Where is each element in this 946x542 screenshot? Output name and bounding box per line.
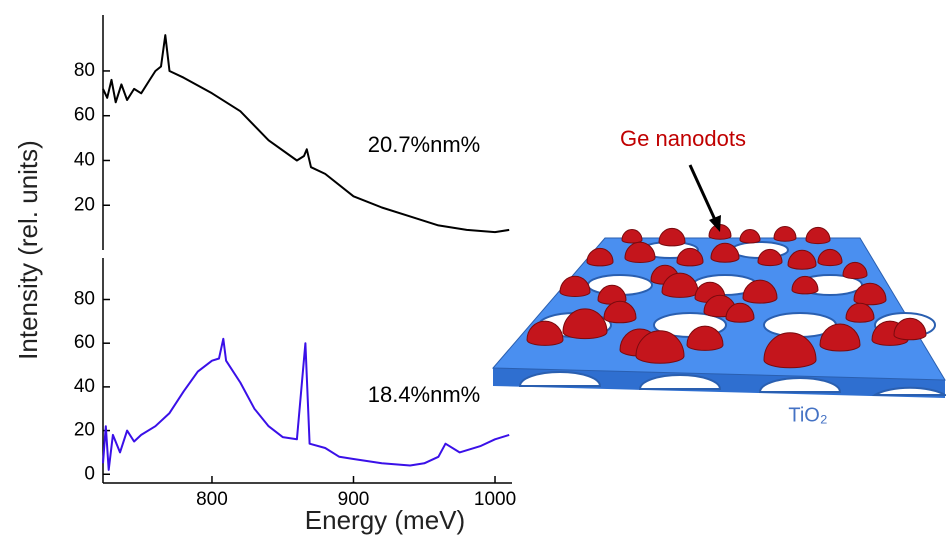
- nanodot: [845, 302, 875, 323]
- y-tick-label: 60: [74, 332, 95, 353]
- y-tick-label: 20: [74, 420, 95, 441]
- substrate-label: TiO₂: [788, 404, 827, 426]
- nanodot: [686, 325, 724, 351]
- nanodot: [817, 248, 843, 267]
- y-tick-label: 0: [84, 463, 95, 484]
- y-tick-label: 20: [74, 194, 95, 215]
- y-axis-label: Intensity (rel. units): [13, 140, 43, 360]
- nanodot: [773, 226, 797, 242]
- x-tick-label: 800: [196, 489, 228, 510]
- nanodot: [710, 242, 740, 263]
- x-axis-label: Energy (meV): [305, 505, 465, 535]
- spectrum-line: [102, 34, 510, 234]
- arrow-head: [709, 215, 721, 232]
- x-tick-label: 1000: [474, 489, 516, 510]
- nanodot: [635, 330, 685, 364]
- nanodot: [526, 320, 564, 346]
- nanodot: [742, 279, 778, 304]
- spectrum-line: [102, 337, 510, 471]
- y-tick-label: 40: [74, 376, 95, 397]
- nanodot: [842, 261, 868, 280]
- nanodot: [562, 308, 608, 340]
- nanodot-diagram: Ge nanodots TiO₂: [491, 126, 946, 426]
- y-tick-label: 40: [74, 149, 95, 170]
- nanodot: [624, 241, 656, 263]
- arrow: [688, 164, 718, 223]
- nanodots: [526, 224, 927, 369]
- annotation: 18.4%nm%: [368, 382, 481, 407]
- y-tick-label: 80: [74, 289, 95, 310]
- nanodot: [621, 229, 643, 244]
- nanodot: [739, 229, 761, 244]
- dots-label: Ge nanodots: [620, 126, 746, 151]
- y-tick-label: 80: [74, 60, 95, 81]
- nanodot: [725, 302, 755, 323]
- nanodot: [791, 275, 819, 295]
- nanodot: [597, 284, 627, 305]
- nanodot: [763, 332, 817, 369]
- annotation: 20.7%nm%: [368, 132, 481, 157]
- nanodot: [893, 317, 927, 341]
- nanodot: [658, 227, 686, 247]
- y-tick-label: 60: [74, 105, 95, 126]
- nanodot: [819, 323, 861, 352]
- nanodot: [805, 226, 831, 245]
- nanodot: [586, 247, 614, 267]
- nanodot: [787, 249, 817, 270]
- nanodot: [603, 300, 637, 324]
- nanodot: [757, 248, 783, 267]
- nanodot: [559, 275, 591, 297]
- x-tick-label: 900: [338, 489, 370, 510]
- nanodot: [676, 247, 704, 267]
